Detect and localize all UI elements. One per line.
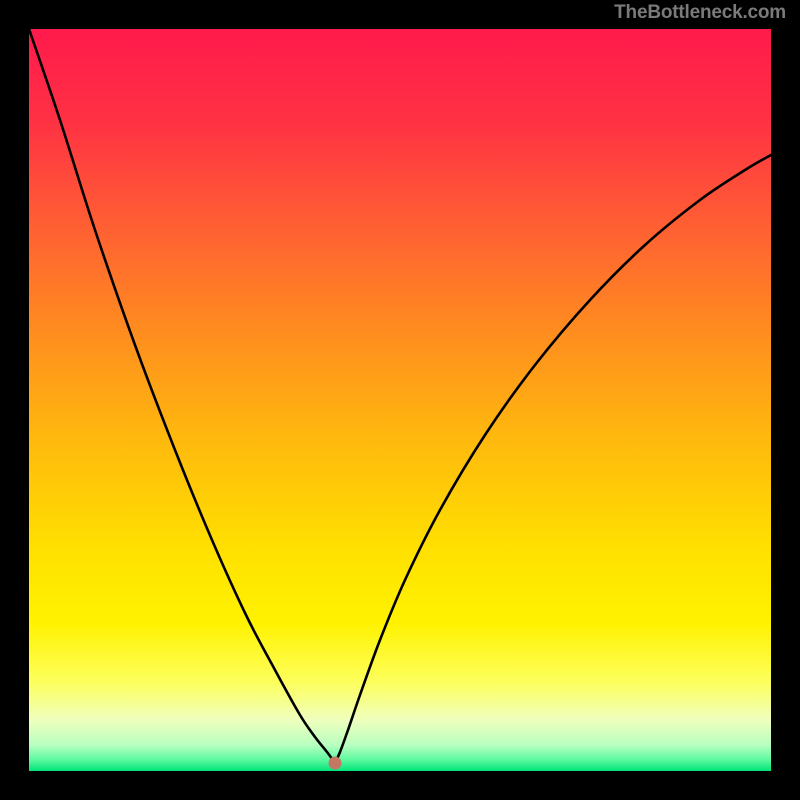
chart-container: TheBottleneck.com: [0, 0, 800, 800]
chart-overlay: [0, 0, 800, 800]
cusp-marker: [329, 757, 342, 770]
curve-left-arm: [29, 29, 335, 763]
curve-right-arm: [335, 155, 771, 763]
watermark-text: TheBottleneck.com: [614, 2, 786, 24]
plot-area: [29, 29, 771, 771]
